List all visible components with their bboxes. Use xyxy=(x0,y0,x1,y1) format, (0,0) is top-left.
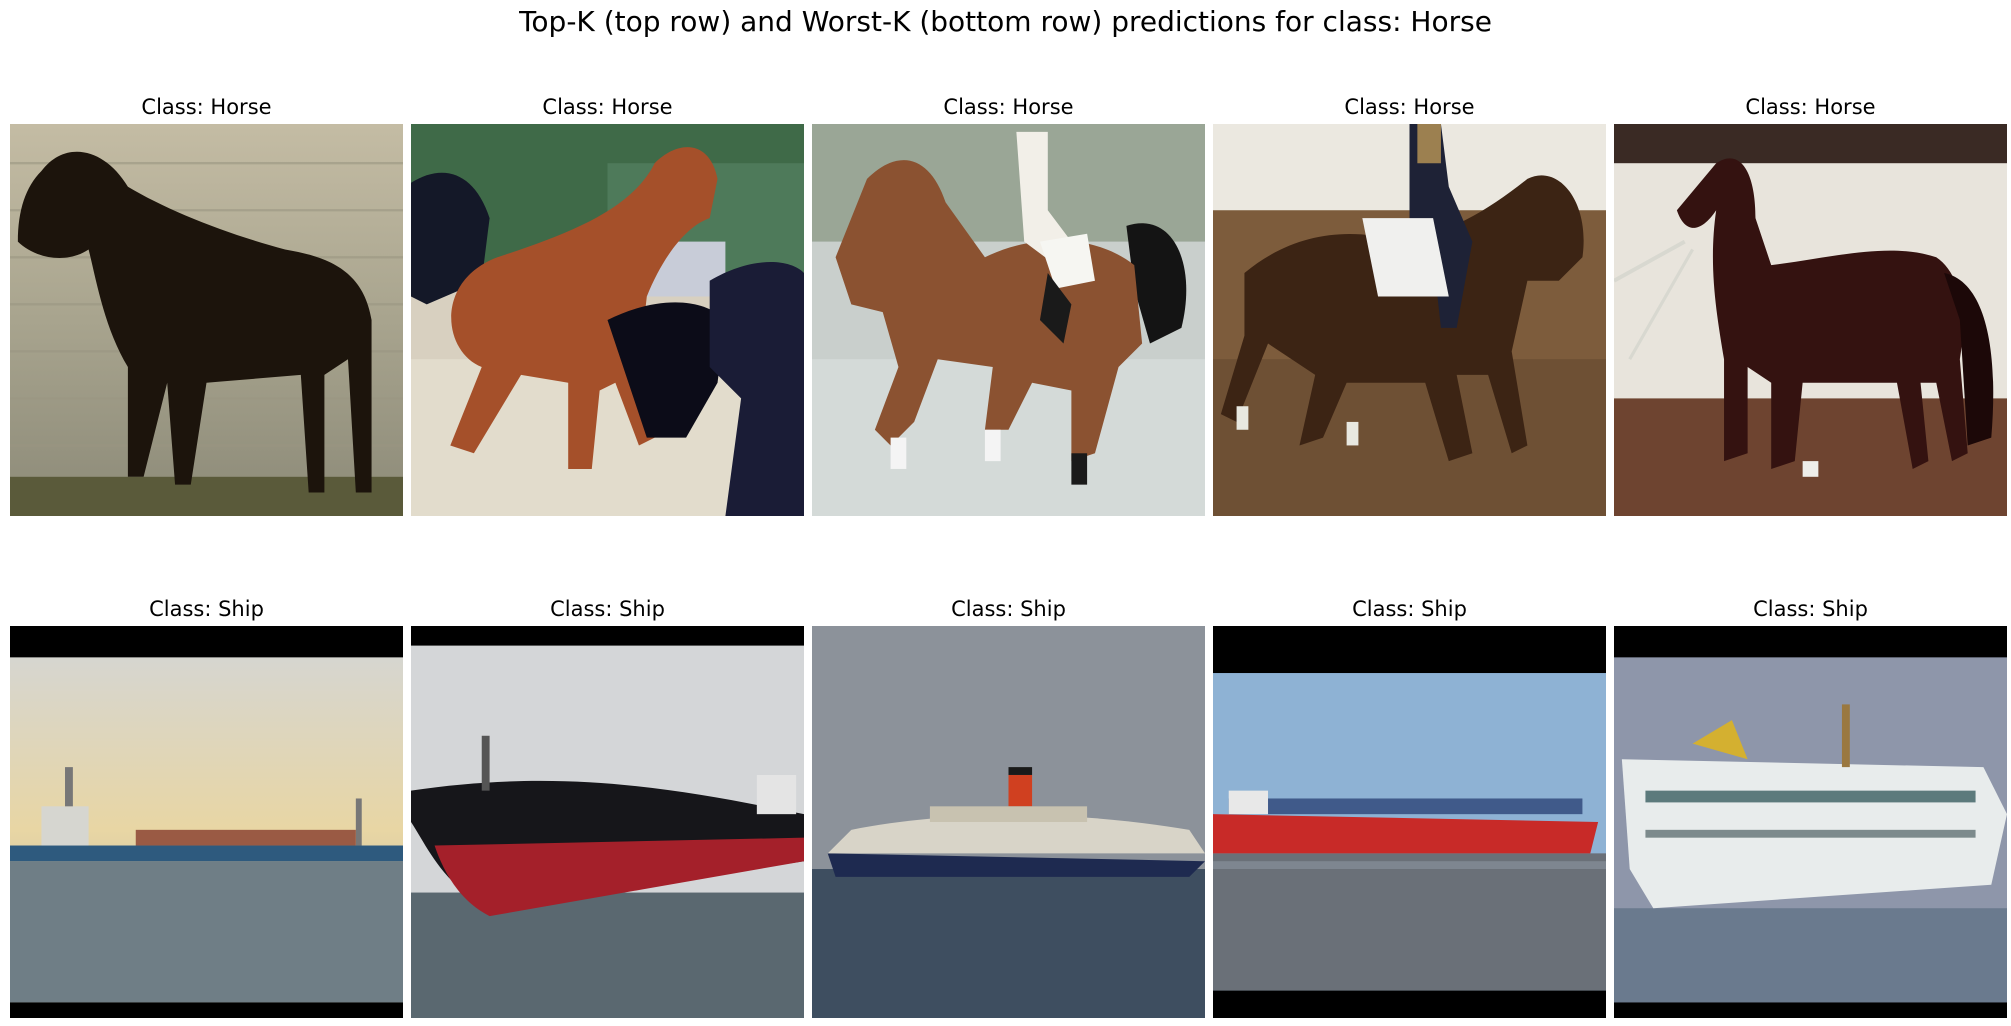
horse-image xyxy=(1614,124,2007,516)
panel-title: Class: Ship xyxy=(550,597,665,621)
ship-image xyxy=(1614,626,2007,1018)
ship-image xyxy=(1213,626,1606,1018)
panel-title: Class: Horse xyxy=(1344,95,1475,119)
panel-title: Class: Ship xyxy=(1352,597,1467,621)
panel-title: Class: Horse xyxy=(1745,95,1876,119)
panel-title: Class: Ship xyxy=(149,597,264,621)
ship-image xyxy=(10,626,403,1018)
panel-title: Class: Ship xyxy=(1753,597,1868,621)
figure-title: Top-K (top row) and Worst-K (bottom row)… xyxy=(519,5,1492,38)
panel-title: Class: Horse xyxy=(542,95,673,119)
horse-image xyxy=(411,124,804,516)
panel-title: Class: Horse xyxy=(943,95,1074,119)
panel-title: Class: Horse xyxy=(141,95,272,119)
panel-title: Class: Ship xyxy=(951,597,1066,621)
horse-image xyxy=(10,124,403,516)
horse-image xyxy=(1213,124,1606,516)
ship-image xyxy=(411,626,804,1018)
ship-image xyxy=(812,626,1205,1018)
horse-image xyxy=(812,124,1205,516)
